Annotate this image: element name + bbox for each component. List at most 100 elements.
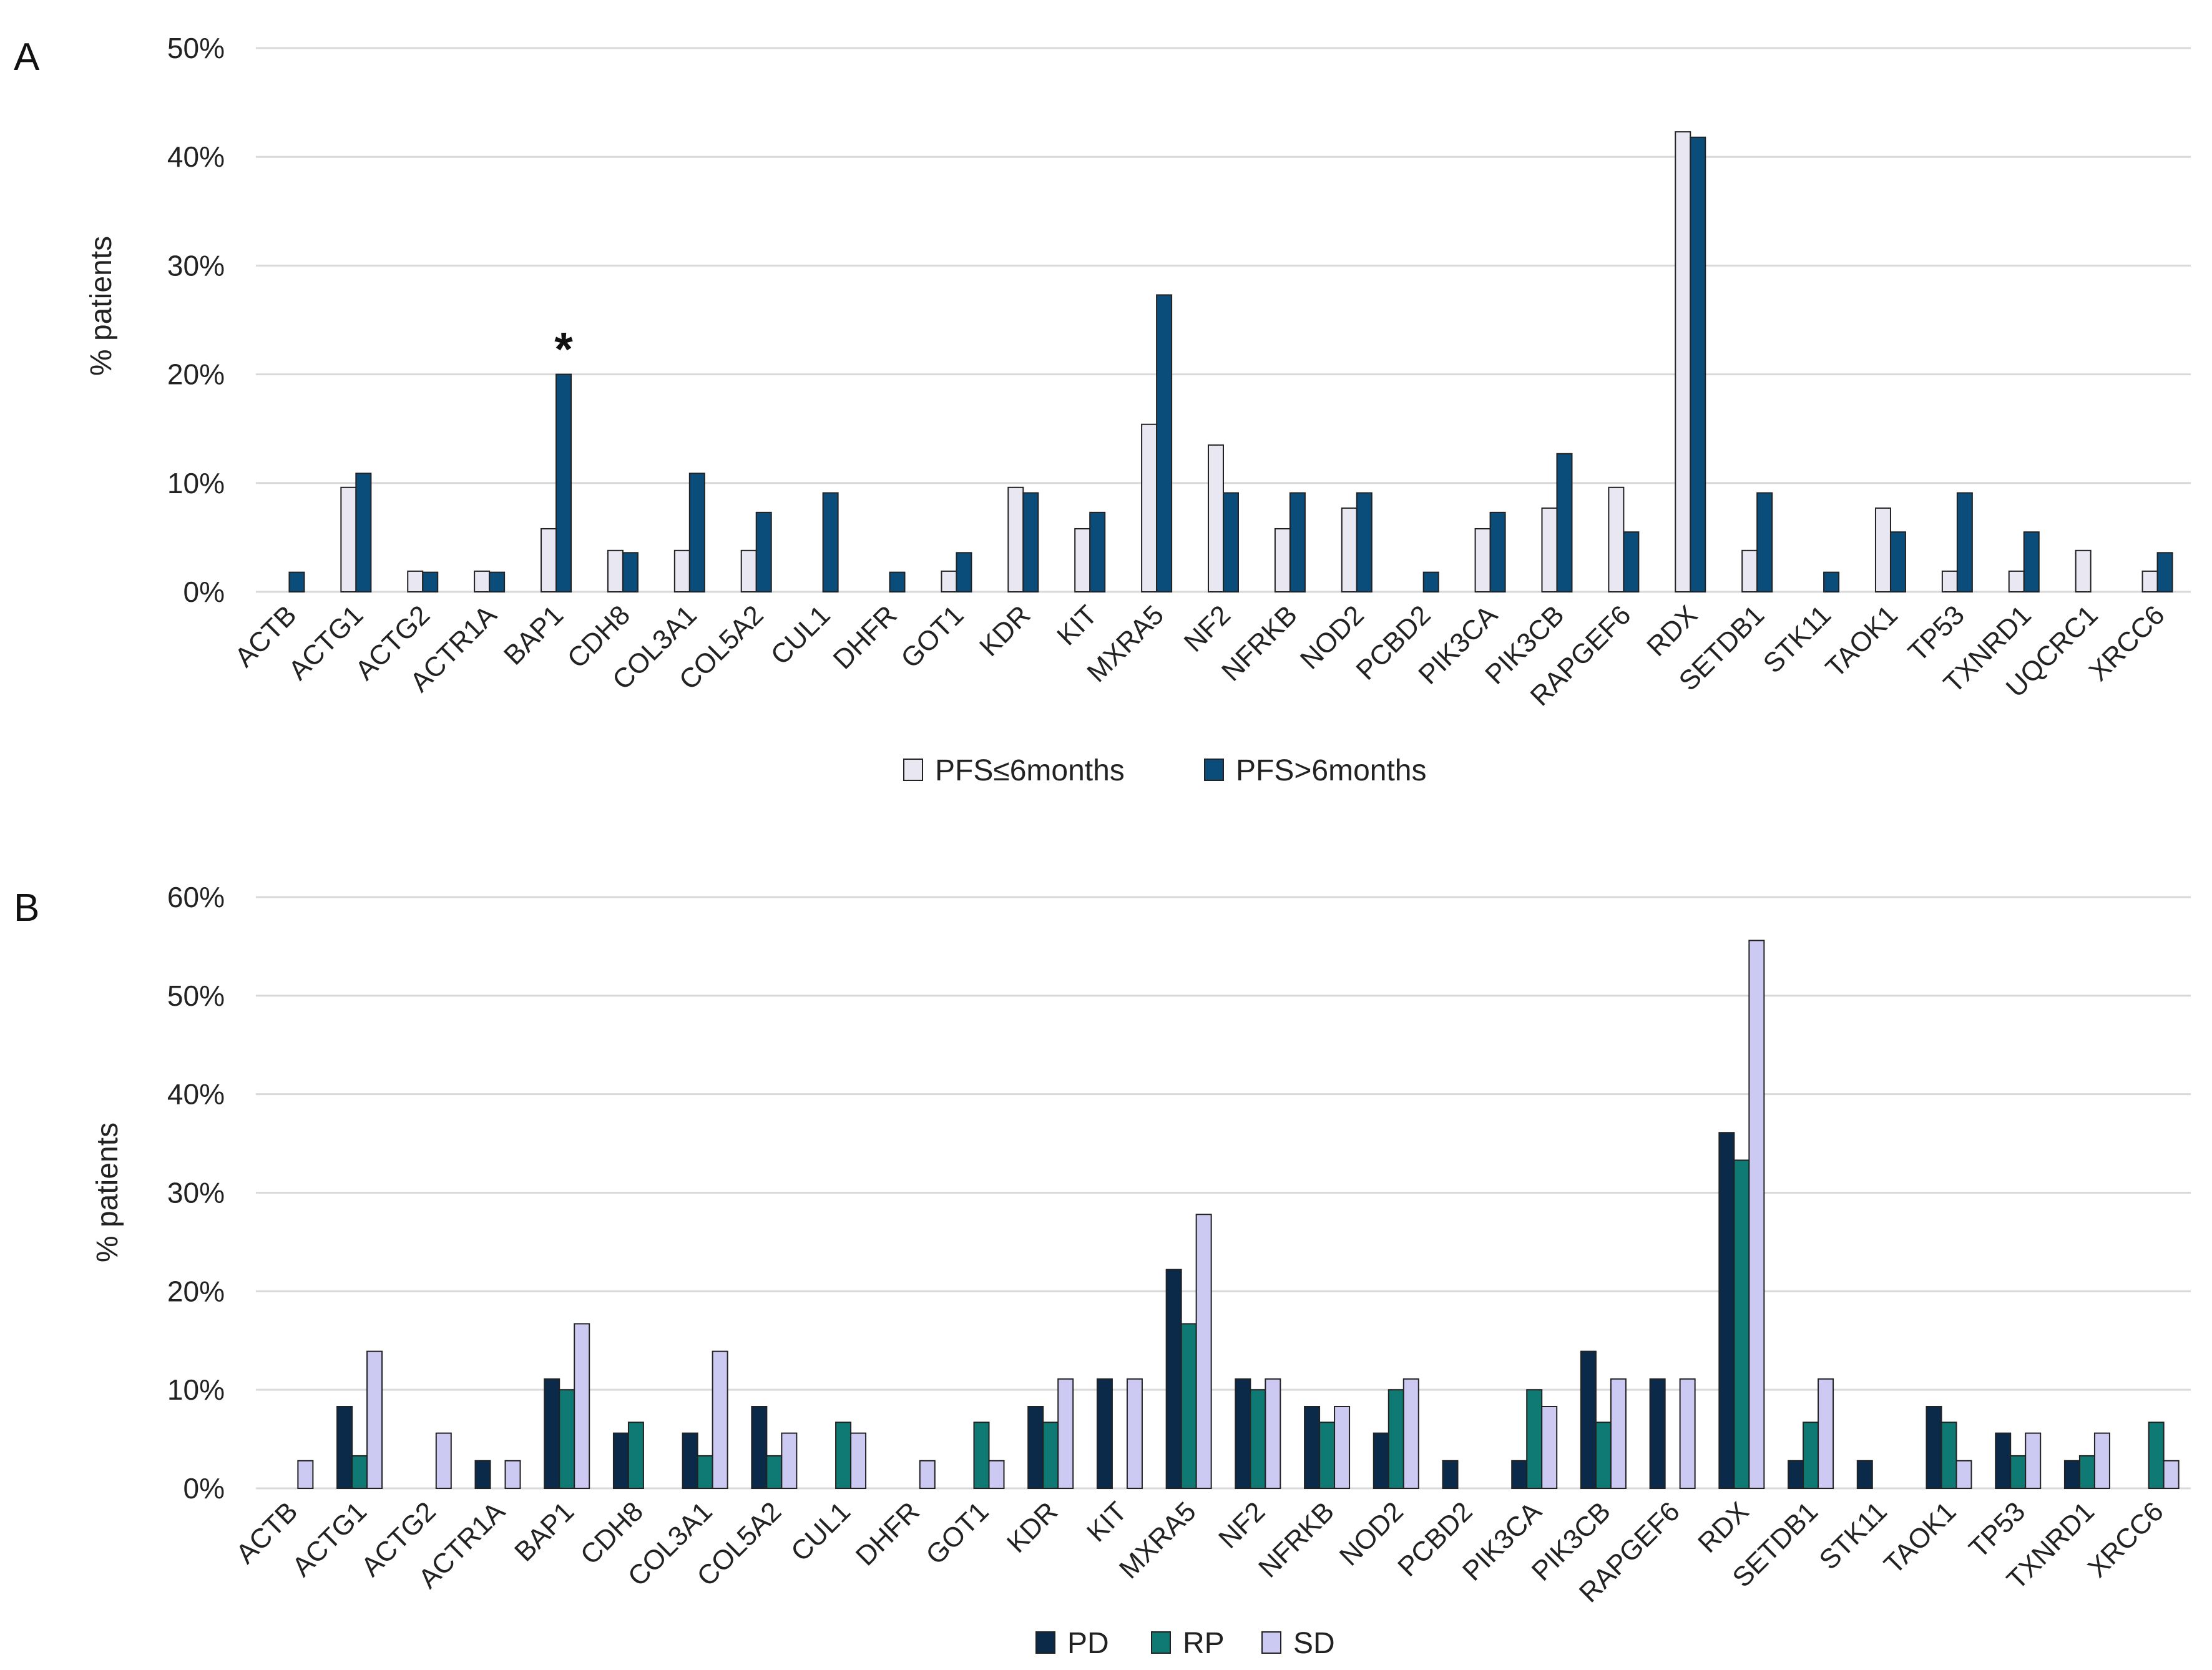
- panel-a-x-tick-label: ACTG1: [283, 599, 369, 685]
- panel-a-bar-nfrkb-pfs6months: [1290, 493, 1305, 592]
- panel-b-legend-label: PD: [1067, 1627, 1109, 1660]
- panel-b-bar-stk11-pd: [1857, 1461, 1872, 1488]
- panel-b-x-tick-label: KDR: [1001, 1496, 1064, 1558]
- panel-b-y-tick-label: 10%: [167, 1373, 225, 1406]
- panel-b-x-tick-label: DHFR: [850, 1496, 926, 1571]
- panel-b-bar-nf2-sd: [1265, 1379, 1280, 1488]
- panel-a-bar-cul1-pfs6months: [823, 493, 838, 592]
- panel-b-x-tick-label: BAP1: [509, 1496, 580, 1567]
- panel-a-bar-cdh8-pfs6months: [608, 551, 623, 592]
- panel-a-x-tick-label: DHFR: [828, 599, 903, 675]
- panel-a-x-tick-label: TAOK1: [1820, 599, 1904, 683]
- panel-b-bar-txnrd1-rp: [2080, 1456, 2095, 1488]
- panel-b-bar-tp53-sd: [2025, 1433, 2040, 1488]
- panel-b-y-axis-label: % patients: [91, 1122, 124, 1262]
- panel-a-x-tick-label: KIT: [1051, 599, 1103, 651]
- panel-a-bar-kit-pfs6months: [1075, 529, 1090, 592]
- panel-a-bar-mxra5-pfs6months: [1142, 425, 1157, 592]
- panel-b-y-tick-label: 50%: [167, 980, 225, 1012]
- panel-b-bar-pik3ca-rp: [1527, 1390, 1542, 1488]
- panel-b-legend-swatch: [1152, 1632, 1170, 1653]
- panel-b-bar-rdx-pd: [1719, 1132, 1734, 1488]
- panel-b-bar-taok1-pd: [1927, 1407, 1942, 1488]
- panel-a-y-tick-label: 10%: [167, 467, 225, 499]
- panel-b-label: B: [14, 887, 39, 930]
- panel-b-bar-nod2-pd: [1374, 1433, 1389, 1488]
- panel-a-y-axis-label: % patients: [85, 236, 118, 376]
- panel-b-bar-col3a1-rp: [698, 1456, 713, 1488]
- panel-b-bar-actr1a-pd: [476, 1461, 491, 1488]
- panel-b-bar-pik3ca-sd: [1542, 1407, 1557, 1488]
- panel-a-bar-setdb1-pfs6months: [1742, 551, 1757, 592]
- panel-b-y-tick-label: 40%: [167, 1078, 225, 1111]
- panel-b-bar-bap1-rp: [559, 1390, 574, 1488]
- panel-a-bar-nod2-pfs6months: [1342, 508, 1357, 592]
- panel-b-bar-nfrkb-rp: [1319, 1422, 1334, 1488]
- panel-a-y-tick-label: 50%: [167, 32, 225, 64]
- panel-b-bar-pcbd2-pd: [1443, 1461, 1458, 1488]
- panel-a-bar-col5a2-pfs6months: [741, 551, 756, 592]
- panel-b-bar-setdb1-rp: [1803, 1422, 1818, 1488]
- panel-b-x-tick-label: XRCC6: [2082, 1496, 2170, 1583]
- panel-a-y-tick-label: 40%: [167, 140, 225, 173]
- panel-a-bar-mxra5-pfs6months: [1157, 295, 1172, 592]
- panel-b-bar-pik3cb-pd: [1581, 1352, 1596, 1488]
- panel-b-bar-xrcc6-sd: [2164, 1461, 2179, 1488]
- panel-a-bar-xrcc6-pfs6months: [2158, 553, 2173, 592]
- panel-b-bar-pik3ca-pd: [1512, 1461, 1527, 1488]
- panel-b-bar-mxra5-sd: [1197, 1214, 1211, 1488]
- panel-a-bar-rdx-pfs6months: [1675, 132, 1690, 592]
- panel-b-bar-kdr-rp: [1043, 1422, 1058, 1488]
- panel-a-bar-kit-pfs6months: [1090, 513, 1105, 592]
- panel-a-bar-kdr-pfs6months: [1008, 488, 1023, 592]
- panel-a-bar-nod2-pfs6months: [1357, 493, 1372, 592]
- panel-b-bar-nod2-rp: [1389, 1390, 1404, 1488]
- panel-b-bar-kit-pd: [1097, 1379, 1112, 1488]
- panel-b-legend-swatch: [1262, 1632, 1281, 1653]
- panel-b-bar-nf2-pd: [1235, 1379, 1250, 1488]
- panel-a-bar-actg1-pfs6months: [341, 488, 356, 592]
- panel-b-x-tick-label: KIT: [1081, 1496, 1133, 1548]
- panel-a-bar-got1-pfs6months: [956, 553, 971, 592]
- panel-b-bar-cul1-rp: [836, 1422, 851, 1488]
- panel-b-bar-got1-sd: [989, 1461, 1004, 1488]
- panel-b-x-tick-label: MXRA5: [1113, 1496, 1202, 1584]
- panel-b-legend-label: SD: [1293, 1627, 1335, 1660]
- panel-b-bar-mxra5-pd: [1167, 1270, 1182, 1488]
- panel-b-bar-actb-sd: [298, 1461, 313, 1488]
- panel-a-bar-actr1a-pfs6months: [489, 572, 504, 592]
- panel-b-bar-col5a2-sd: [781, 1433, 796, 1488]
- panel-b-bar-nfrkb-pd: [1304, 1407, 1319, 1488]
- panel-a-bar-stk11-pfs6months: [1824, 572, 1839, 592]
- panel-a-x-tick-label: NFRKB: [1216, 599, 1303, 687]
- panel-b-x-tick-label: RDX: [1692, 1496, 1754, 1558]
- panel-b-bar-nfrkb-sd: [1334, 1407, 1349, 1488]
- panel-a-x-tick-label: XRCC6: [2083, 599, 2171, 687]
- panel-b-y-tick-label: 20%: [167, 1275, 225, 1307]
- panel-b-bar-taok1-sd: [1957, 1461, 1972, 1488]
- panel-a-bar-txnrd1-pfs6months: [2024, 532, 2039, 592]
- panel-b-bar-actg1-rp: [352, 1456, 367, 1488]
- panel-a-bar-setdb1-pfs6months: [1757, 493, 1772, 592]
- panel-a-bar-rdx-pfs6months: [1690, 137, 1705, 592]
- panel-a-legend-swatch: [904, 759, 922, 780]
- panel-a-bar-pik3cb-pfs6months: [1557, 454, 1572, 592]
- panel-a-x-tick-label: GOT1: [895, 599, 969, 674]
- panel-b-bar-kit-sd: [1127, 1379, 1142, 1488]
- panel-a-bar-bap1-pfs6months: [541, 529, 556, 592]
- panel-a-bar-cdh8-pfs6months: [623, 553, 638, 592]
- panel-b-bar-tp53-rp: [2010, 1456, 2025, 1488]
- figure: A 0%10%20%30%40%50% % patients * ACTBACT…: [0, 0, 2212, 1670]
- panel-b-bar-cul1-sd: [851, 1433, 866, 1488]
- panel-a-bar-actb-pfs6months: [289, 572, 304, 592]
- panel-b-x-tick-label: ACTG1: [286, 1496, 373, 1582]
- panel-b-x-tick-label: GOT1: [920, 1496, 994, 1570]
- panel-b-bar-kdr-pd: [1028, 1407, 1043, 1488]
- panel-a-y-tick-label: 30%: [167, 249, 225, 282]
- panel-b-x-tick-label: NF2: [1213, 1496, 1271, 1554]
- panel-a-bar-rapgef6-pfs6months: [1623, 532, 1638, 592]
- panel-b-bar-bap1-pd: [544, 1379, 559, 1488]
- panel-b-bar-cdh8-rp: [629, 1422, 644, 1488]
- panel-b-legend-label: RP: [1183, 1627, 1225, 1660]
- panel-b-bar-rdx-rp: [1734, 1160, 1749, 1488]
